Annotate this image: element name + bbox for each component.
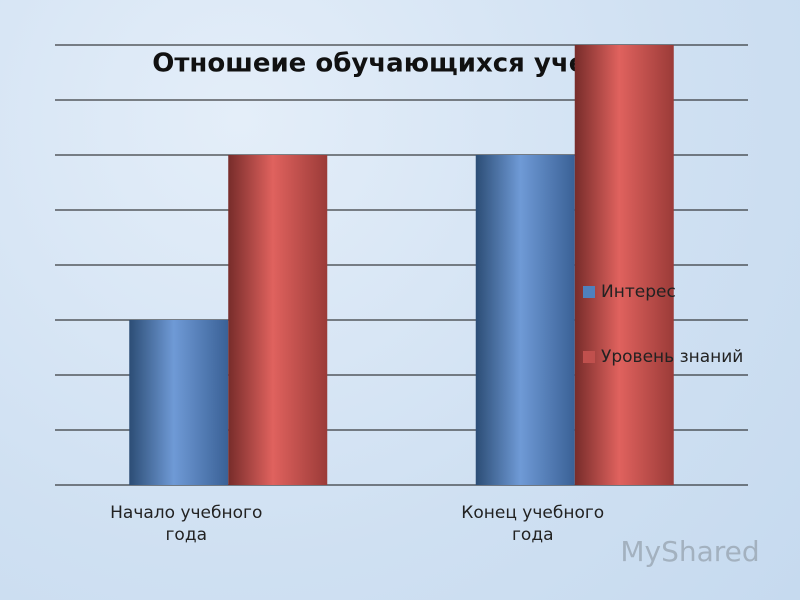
watermark: MyShared — [620, 535, 759, 568]
legend-swatch — [583, 286, 595, 298]
legend-label: Интерес — [601, 282, 676, 302]
bar — [129, 320, 229, 485]
chart-title: Отношеие обучающихся учению — [152, 49, 648, 79]
x-tick-label: Конец учебного года — [461, 503, 605, 545]
bar — [475, 155, 575, 485]
legend-swatch — [583, 351, 595, 363]
bar — [574, 45, 674, 485]
legend-label: Уровень знаний — [601, 347, 743, 367]
x-tick-label: Начало учебного года — [110, 503, 263, 545]
bar — [228, 155, 328, 485]
